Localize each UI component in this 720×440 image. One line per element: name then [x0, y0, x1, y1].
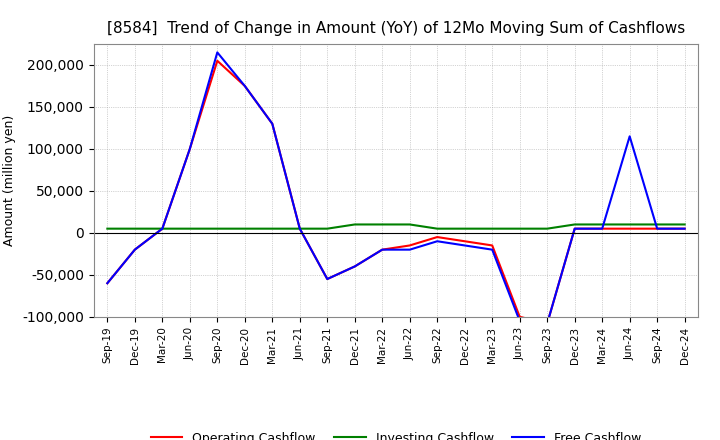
- Investing Cashflow: [103, 226, 112, 231]
- Free Cashflow: [378, 247, 387, 252]
- Operating Cashflow: [460, 238, 469, 244]
- Free Cashflow: [130, 247, 139, 252]
- Operating Cashflow: [351, 264, 359, 269]
- Free Cashflow: [433, 238, 441, 244]
- Operating Cashflow: [130, 247, 139, 252]
- Operating Cashflow: [158, 226, 166, 231]
- Free Cashflow: [213, 50, 222, 55]
- Operating Cashflow: [626, 226, 634, 231]
- Operating Cashflow: [295, 226, 304, 231]
- Investing Cashflow: [570, 222, 579, 227]
- Investing Cashflow: [516, 226, 524, 231]
- Free Cashflow: [543, 321, 552, 326]
- Operating Cashflow: [103, 281, 112, 286]
- Operating Cashflow: [516, 314, 524, 319]
- Investing Cashflow: [213, 226, 222, 231]
- Operating Cashflow: [488, 243, 497, 248]
- Investing Cashflow: [240, 226, 249, 231]
- Operating Cashflow: [570, 226, 579, 231]
- Investing Cashflow: [378, 222, 387, 227]
- Line: Investing Cashflow: Investing Cashflow: [107, 224, 685, 229]
- Investing Cashflow: [598, 222, 606, 227]
- Title: [8584]  Trend of Change in Amount (YoY) of 12Mo Moving Sum of Cashflows: [8584] Trend of Change in Amount (YoY) o…: [107, 21, 685, 36]
- Free Cashflow: [653, 226, 662, 231]
- Free Cashflow: [295, 226, 304, 231]
- Free Cashflow: [158, 226, 166, 231]
- Investing Cashflow: [295, 226, 304, 231]
- Operating Cashflow: [378, 247, 387, 252]
- Investing Cashflow: [351, 222, 359, 227]
- Operating Cashflow: [268, 121, 276, 126]
- Free Cashflow: [103, 281, 112, 286]
- Investing Cashflow: [186, 226, 194, 231]
- Investing Cashflow: [130, 226, 139, 231]
- Free Cashflow: [626, 134, 634, 139]
- Investing Cashflow: [158, 226, 166, 231]
- Investing Cashflow: [405, 222, 414, 227]
- Y-axis label: Amount (million yen): Amount (million yen): [4, 115, 17, 246]
- Legend: Operating Cashflow, Investing Cashflow, Free Cashflow: Operating Cashflow, Investing Cashflow, …: [146, 427, 646, 440]
- Operating Cashflow: [323, 276, 332, 282]
- Free Cashflow: [598, 226, 606, 231]
- Free Cashflow: [516, 319, 524, 324]
- Line: Free Cashflow: Free Cashflow: [107, 52, 685, 323]
- Investing Cashflow: [653, 222, 662, 227]
- Investing Cashflow: [433, 226, 441, 231]
- Free Cashflow: [405, 247, 414, 252]
- Free Cashflow: [323, 276, 332, 282]
- Investing Cashflow: [460, 226, 469, 231]
- Free Cashflow: [186, 146, 194, 151]
- Free Cashflow: [570, 226, 579, 231]
- Operating Cashflow: [213, 58, 222, 63]
- Investing Cashflow: [323, 226, 332, 231]
- Investing Cashflow: [488, 226, 497, 231]
- Operating Cashflow: [653, 226, 662, 231]
- Line: Operating Cashflow: Operating Cashflow: [107, 61, 685, 323]
- Operating Cashflow: [405, 243, 414, 248]
- Free Cashflow: [351, 264, 359, 269]
- Free Cashflow: [460, 243, 469, 248]
- Investing Cashflow: [680, 222, 689, 227]
- Operating Cashflow: [543, 321, 552, 326]
- Investing Cashflow: [543, 226, 552, 231]
- Operating Cashflow: [680, 226, 689, 231]
- Free Cashflow: [488, 247, 497, 252]
- Investing Cashflow: [626, 222, 634, 227]
- Operating Cashflow: [598, 226, 606, 231]
- Operating Cashflow: [186, 146, 194, 151]
- Operating Cashflow: [433, 235, 441, 240]
- Free Cashflow: [268, 121, 276, 126]
- Operating Cashflow: [240, 83, 249, 88]
- Investing Cashflow: [268, 226, 276, 231]
- Free Cashflow: [680, 226, 689, 231]
- Free Cashflow: [240, 83, 249, 88]
